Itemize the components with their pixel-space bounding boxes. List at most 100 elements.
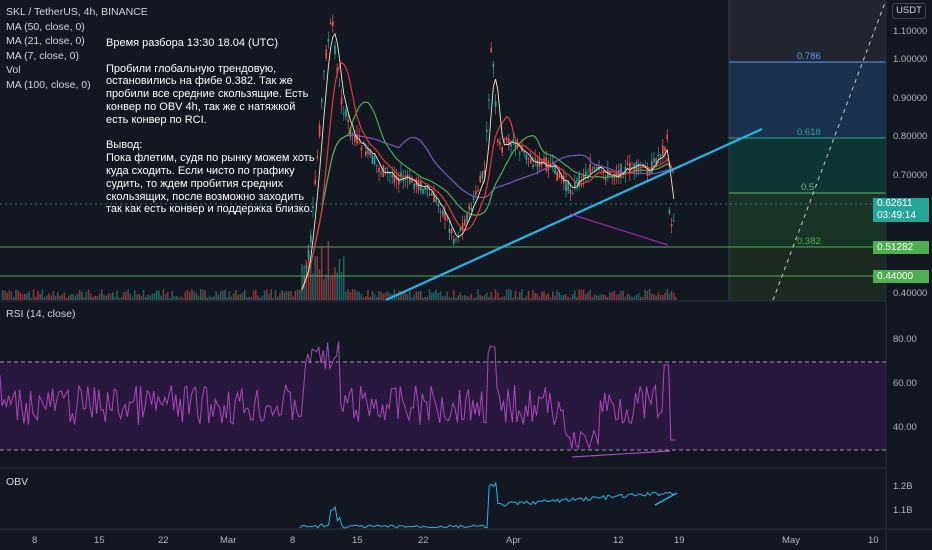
volume-bar (142, 290, 145, 300)
volume-bar (204, 290, 206, 300)
volume-bar (68, 295, 70, 300)
obv-title[interactable]: OBV (6, 476, 29, 488)
volume-bar (90, 293, 92, 300)
candle-body (664, 147, 666, 152)
volume-bar (516, 297, 519, 300)
volume-bar (120, 296, 123, 300)
volume-bar (488, 296, 490, 300)
volume-bar (497, 292, 499, 300)
volume-bar (483, 295, 486, 300)
candle-body (503, 138, 506, 140)
candle-body (668, 209, 671, 214)
candle-body (420, 181, 422, 191)
candle-body (488, 99, 490, 101)
volume-bar (468, 296, 470, 300)
volume-bar (285, 291, 288, 300)
volume-bar (371, 291, 374, 300)
volume-bar (435, 289, 437, 300)
volume-bar (46, 295, 48, 300)
volume-bar (552, 291, 554, 300)
candle-body (431, 192, 433, 196)
legend-ma50[interactable]: MA (50, close, 0) (6, 20, 85, 33)
candle-body (343, 113, 345, 115)
candle-body (411, 178, 413, 183)
fib-label-0786: 0.786 (797, 51, 821, 62)
volume-bar (446, 291, 448, 300)
legend-ma7[interactable]: MA (7, close, 0) (6, 49, 79, 62)
volume-bar (272, 297, 275, 300)
candle-body (556, 171, 558, 181)
volume-bar (200, 289, 202, 300)
candle-body (580, 183, 583, 186)
symbol-title[interactable]: SKL / TetherUS, 4h, BINANCE (6, 6, 148, 18)
candle-body (448, 228, 451, 233)
candle-body (670, 224, 673, 227)
candle-body (574, 182, 576, 188)
candle-body (354, 135, 356, 142)
volume-bar (32, 289, 35, 300)
candle-body (602, 170, 605, 174)
candle-body (316, 156, 319, 159)
candle-body (552, 161, 554, 164)
volume-bar (283, 292, 286, 300)
volume-bar (94, 295, 96, 300)
volume-bar (230, 296, 233, 300)
volume-bar (362, 297, 365, 300)
volume-bar (263, 290, 266, 300)
trendline[interactable] (385, 127, 763, 302)
candle-body (512, 139, 514, 143)
current-price-tag: 0.62611 03:49:14 (873, 198, 929, 222)
volume-bar (147, 294, 149, 300)
volume-bar (624, 296, 627, 300)
volume-bar (323, 279, 325, 300)
volume-bar (472, 297, 475, 300)
candle-body (593, 167, 596, 170)
volume-bar (609, 292, 611, 300)
candle-body (466, 213, 468, 222)
volume-bar (525, 296, 528, 300)
candle-body (378, 167, 380, 173)
volume-bar (314, 256, 316, 300)
ma7-line (301, 32, 675, 290)
analysis-note[interactable]: Время разбора 13:30 18.04 (UTC) Пробили … (106, 37, 316, 216)
volume-bar (59, 295, 61, 300)
volume-bar (325, 274, 327, 300)
volume-bar (182, 297, 184, 300)
candle-body (334, 45, 336, 55)
candle-body (609, 171, 611, 175)
candle-body (576, 179, 578, 182)
candle-body (475, 190, 477, 195)
candle-body (327, 39, 330, 43)
volume-bar (41, 289, 44, 300)
obv-divergence-line[interactable] (654, 492, 678, 506)
rsi-divergence-line[interactable] (571, 450, 671, 458)
volume-bar (50, 295, 52, 300)
bar-countdown: 03:49:14 (877, 210, 916, 221)
volume-bar (642, 296, 644, 300)
rsi-title[interactable]: RSI (14, close) (6, 308, 76, 320)
price-tick: 0.70000 (893, 170, 928, 181)
candle-body (362, 141, 365, 144)
legend-vol[interactable]: Vol (6, 64, 21, 77)
volume-bar (404, 290, 407, 300)
candle-body (591, 169, 594, 171)
legend-ma21[interactable]: MA (21, close, 0) (6, 35, 85, 48)
volume-bar (65, 297, 68, 300)
volume-bar (470, 294, 473, 300)
candle-body (527, 157, 530, 160)
volume-bar (79, 289, 81, 300)
volume-bar (96, 296, 99, 300)
ma100-line (301, 134, 675, 290)
volume-bar (666, 289, 668, 300)
legend-ma100[interactable]: MA (100, close, 0) (6, 78, 91, 91)
projection-line[interactable] (772, 0, 887, 301)
volume-bar (26, 293, 28, 300)
currency-button[interactable]: USDT (892, 3, 926, 19)
volume-series (2, 241, 677, 300)
volume-bar (191, 289, 193, 300)
price-divergence-line[interactable] (569, 213, 669, 246)
candle-body (505, 137, 508, 141)
candle-body (336, 67, 338, 74)
volume-bar (558, 292, 561, 300)
